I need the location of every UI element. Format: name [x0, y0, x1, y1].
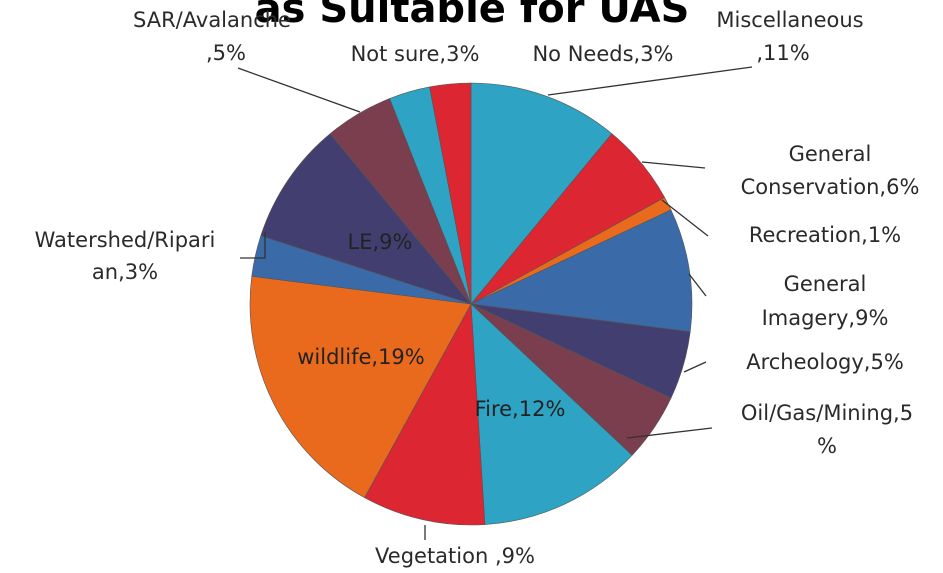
slice-label-2: Recreation,1% — [749, 223, 901, 247]
pie-slice-3 — [469, 209, 693, 333]
leader-line-5 — [626, 427, 713, 439]
chart-title: as Suitable for UAS — [255, 0, 690, 32]
leader-lines — [237, 66, 753, 540]
pie-slice-6 — [470, 303, 633, 525]
slice-label-3: General Imagery,9% — [762, 272, 889, 330]
slice-label-0: Miscellaneous ,11% — [716, 8, 863, 65]
slice-label-11: SAR/Avalanche ,5% — [133, 8, 291, 65]
slice-label-5: Oil/Gas/Mining,5% — [741, 401, 913, 458]
leader-line-9 — [240, 232, 266, 259]
pie-slices — [249, 82, 693, 526]
leader-line-4 — [683, 361, 707, 373]
pie-slice-10 — [260, 133, 472, 305]
pie-slice-8 — [249, 275, 472, 499]
slice-label-9: Watershed/Ripari an,3% — [35, 228, 216, 284]
slice-label-6: Fire,12% — [475, 397, 566, 421]
slice-label-8: wildlife,19% — [297, 345, 425, 369]
leader-line-0 — [547, 66, 753, 96]
slice-label-13: No Needs,3% — [532, 42, 673, 66]
leader-line-11 — [237, 67, 361, 113]
pie-slice-0 — [470, 82, 613, 305]
leader-line-1 — [641, 161, 706, 169]
pie-slice-7 — [364, 302, 486, 526]
leader-line-3 — [688, 273, 707, 297]
slice-label-7: Vegetation ,9% — [375, 544, 535, 568]
slice-label-1: General Conservation,6% — [741, 142, 920, 199]
slice-label-4: Archeology,5% — [746, 350, 904, 374]
slice-label-10: LE,9% — [348, 230, 413, 254]
slice-label-12: Not sure,3% — [351, 42, 480, 66]
leader-line-2 — [661, 199, 709, 237]
pie-slice-13 — [429, 82, 472, 305]
slice-labels: Miscellaneous ,11% General Conservation,6% R… — [35, 8, 920, 568]
